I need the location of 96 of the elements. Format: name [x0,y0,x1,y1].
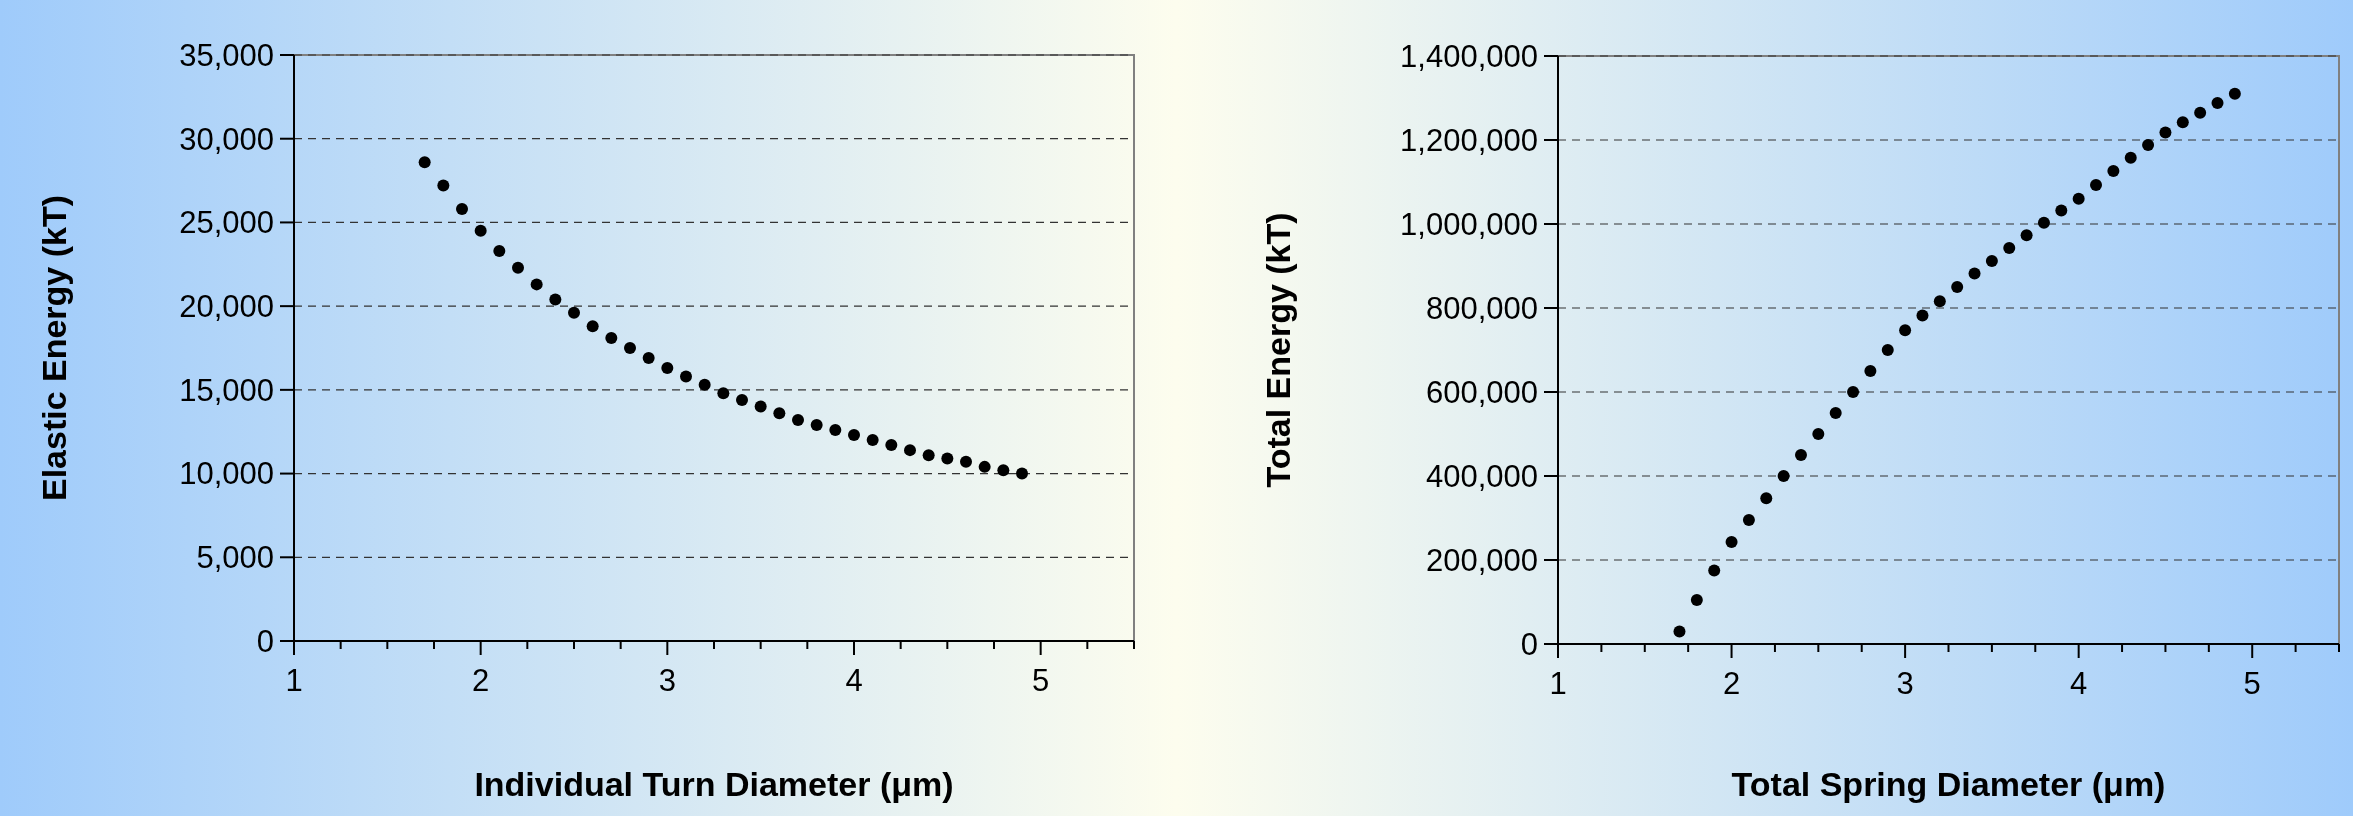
point [1725,535,1738,548]
y-tick-label: 35,000 [179,37,274,73]
point [568,306,580,319]
point [1794,449,1807,461]
y-axis-title: Total Energy (kT) [1259,212,1297,488]
point [586,320,599,333]
point [997,464,1010,477]
point [810,419,823,432]
y-tick-label: 20,000 [179,288,274,324]
point [2124,151,2137,164]
x-axis-title: Individual Turn Diameter (μm) [474,765,954,803]
y-tick-label: 5,000 [196,540,274,576]
x-axis-title: Total Spring Diameter (μm) [1731,765,2166,803]
point [1708,564,1721,577]
point [1777,470,1790,482]
point [661,362,674,375]
point [1673,625,1686,638]
y-tick-label: 800,000 [1425,290,1538,326]
point [698,378,711,391]
point [437,179,450,192]
point [2228,87,2241,100]
point [1760,492,1773,505]
point [549,293,562,306]
point [680,370,692,383]
point [2194,106,2207,119]
y-tick-label: 0 [256,623,274,659]
point [792,413,804,426]
point [493,244,506,257]
point [717,387,730,400]
point [2003,241,2016,254]
point [474,224,487,237]
y-tick-label: 1,400,000 [1400,38,1538,74]
x-tick-label: 4 [2070,666,2088,701]
x-tick-label: 3 [658,663,676,698]
point [1985,254,1998,267]
point [754,400,767,413]
point [848,429,860,442]
point [773,407,786,420]
point [2107,165,2120,178]
x-tick-label: 5 [2243,666,2261,701]
point [736,393,748,406]
point [2142,139,2155,152]
point [1881,344,1894,356]
point [960,455,972,468]
point [1864,365,1877,377]
point [2159,126,2172,139]
point [1847,386,1860,398]
point [2176,116,2189,129]
y-tick-label: 200,000 [1425,542,1538,578]
point [530,278,543,291]
x-tick-label: 4 [845,663,863,698]
point [1933,295,1946,308]
point [1968,267,1981,280]
point [1829,407,1842,419]
point [1812,428,1825,440]
point [512,261,524,274]
point [1951,281,1964,293]
x-tick-label: 2 [1722,666,1741,701]
point [866,434,879,447]
point [624,342,636,354]
point [1899,324,1912,337]
point [2055,204,2068,217]
y-tick-label: 30,000 [179,121,274,157]
point [418,156,431,169]
x-tick-label: 5 [1032,663,1050,698]
x-tick-label: 2 [472,663,490,698]
y-tick-label: 25,000 [179,205,274,241]
y-tick-label: 1,200,000 [1400,122,1538,158]
point [2211,97,2224,110]
y-tick-label: 15,000 [179,372,274,408]
y-tick-label: 400,000 [1425,458,1538,494]
point [605,331,618,344]
point [1916,309,1929,322]
point [642,352,655,365]
point [2072,192,2085,205]
point [904,444,916,457]
point [1690,593,1703,606]
point [2090,178,2103,191]
point [456,203,468,216]
point [1742,514,1755,527]
x-tick-label: 1 [285,663,303,698]
y-tick-label: 1,000,000 [1400,206,1538,242]
x-tick-label: 1 [1549,666,1567,701]
point [885,439,898,452]
x-tick-label: 3 [1896,666,1914,701]
y-axis-title: Elastic Energy (kT) [35,194,73,502]
point [829,424,842,437]
y-tick-label: 0 [1520,626,1538,662]
point [1016,467,1028,480]
point [2037,216,2050,229]
point [2020,229,2033,242]
point [922,449,935,462]
point [941,452,954,465]
y-tick-label: 10,000 [179,456,274,492]
y-tick-label: 600,000 [1425,374,1538,410]
point [978,460,991,473]
